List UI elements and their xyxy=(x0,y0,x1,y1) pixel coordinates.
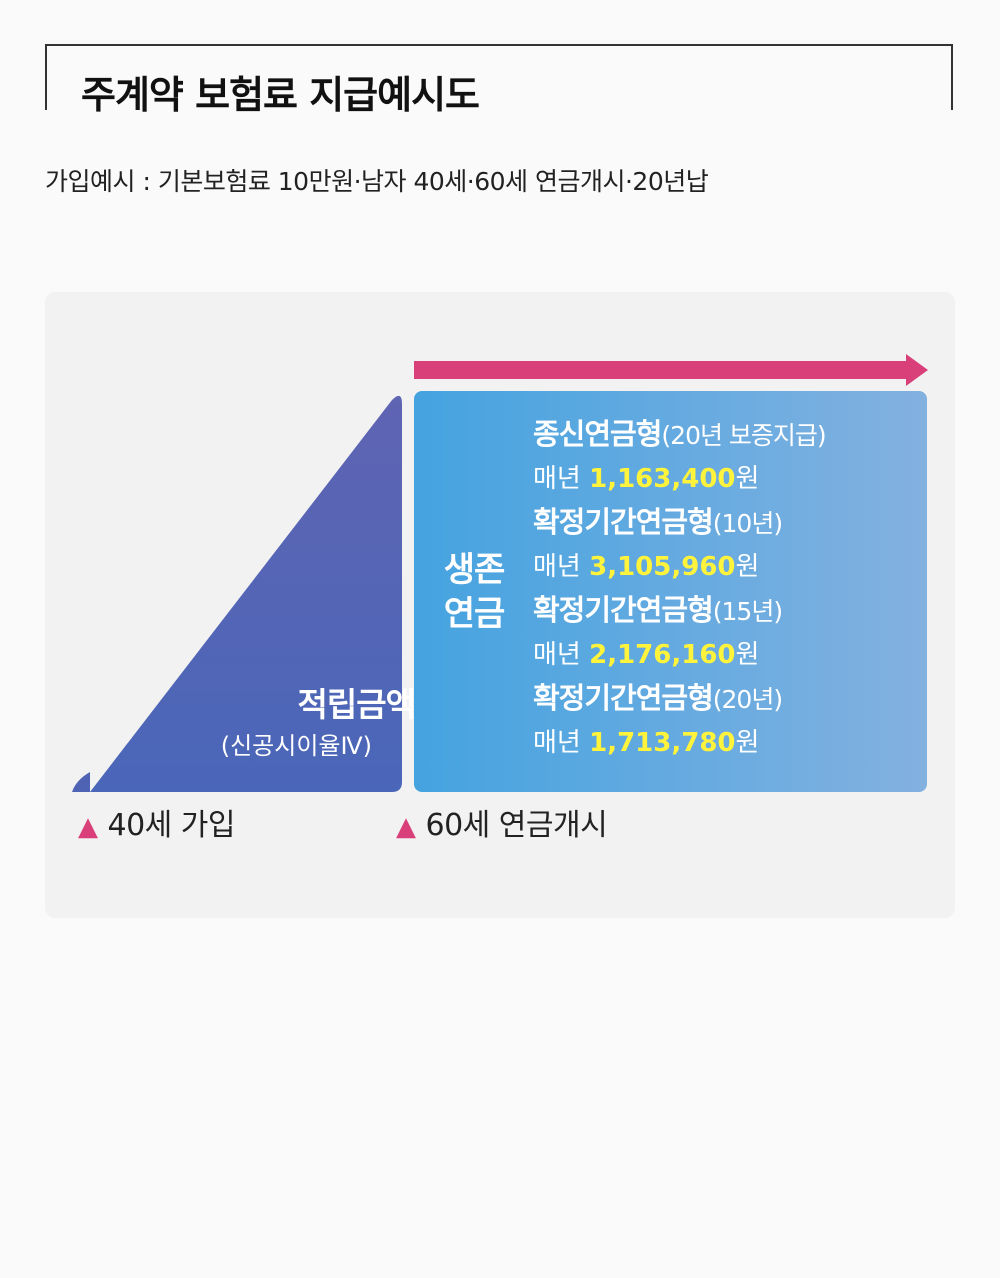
option-unit: 원 xyxy=(735,464,760,494)
accumulation-label: 적립금액 xyxy=(297,685,416,724)
option-name: 확정기간연금형 xyxy=(533,681,714,715)
pension-options: 종신연금형(20년 보증지급) 매년 1,163,400원 확정기간연금형(10… xyxy=(533,414,933,766)
page-title: 주계약 보험료 지급예시도 xyxy=(81,73,480,117)
pension-option: 확정기간연금형(10년) 매년 3,105,960원 xyxy=(533,502,933,590)
example-description: 가입예시 : 기본보험료 10만원·남자 40세·60세 연금개시·20년납 xyxy=(45,167,709,196)
option-amount: 1,163,400 xyxy=(589,464,736,494)
option-prefix: 매년 xyxy=(533,728,581,758)
pension-start-label: 60세 연금개시 xyxy=(425,808,608,843)
option-prefix: 매년 xyxy=(533,640,581,670)
pension-option: 확정기간연금형(20년) 매년 1,713,780원 xyxy=(533,678,933,766)
pension-start-marker: ▲ 60세 연금개시 xyxy=(396,800,608,844)
option-amount: 2,176,160 xyxy=(589,640,736,670)
survival-pension-box xyxy=(414,391,927,792)
option-period: (20년) xyxy=(712,685,783,714)
triangle-up-icon: ▲ xyxy=(78,812,98,842)
join-age-marker: ▲ 40세 가입 xyxy=(78,800,236,844)
pension-option: 확정기간연금형(15년) 매년 2,176,160원 xyxy=(533,590,933,678)
timeline-arrow-shaft xyxy=(414,361,906,379)
timeline-arrow-head xyxy=(906,354,928,386)
accumulation-triangle-corner xyxy=(72,772,90,792)
option-name: 확정기간연금형 xyxy=(533,593,714,627)
option-amount: 3,105,960 xyxy=(589,552,736,582)
title-box: 주계약 보험료 지급예시도 xyxy=(45,44,953,117)
survival-pension-label: 생존 연금 xyxy=(443,550,506,634)
join-age-label: 40세 가입 xyxy=(107,808,236,843)
option-amount: 1,713,780 xyxy=(589,728,736,758)
option-period: (15년) xyxy=(712,597,783,626)
option-period: (10년) xyxy=(712,509,783,538)
option-unit: 원 xyxy=(735,728,760,758)
option-period: (20년 보증지급) xyxy=(661,421,826,450)
option-unit: 원 xyxy=(735,640,760,670)
pension-option: 종신연금형(20년 보증지급) 매년 1,163,400원 xyxy=(533,414,933,502)
option-name: 종신연금형 xyxy=(533,417,662,451)
option-unit: 원 xyxy=(735,552,760,582)
option-prefix: 매년 xyxy=(533,464,581,494)
accumulation-sublabel: (신공시이율Ⅳ) xyxy=(220,732,372,760)
accumulation-triangle xyxy=(90,395,402,792)
triangle-up-icon: ▲ xyxy=(396,812,416,842)
option-name: 확정기간연금형 xyxy=(533,505,714,539)
option-prefix: 매년 xyxy=(533,552,581,582)
